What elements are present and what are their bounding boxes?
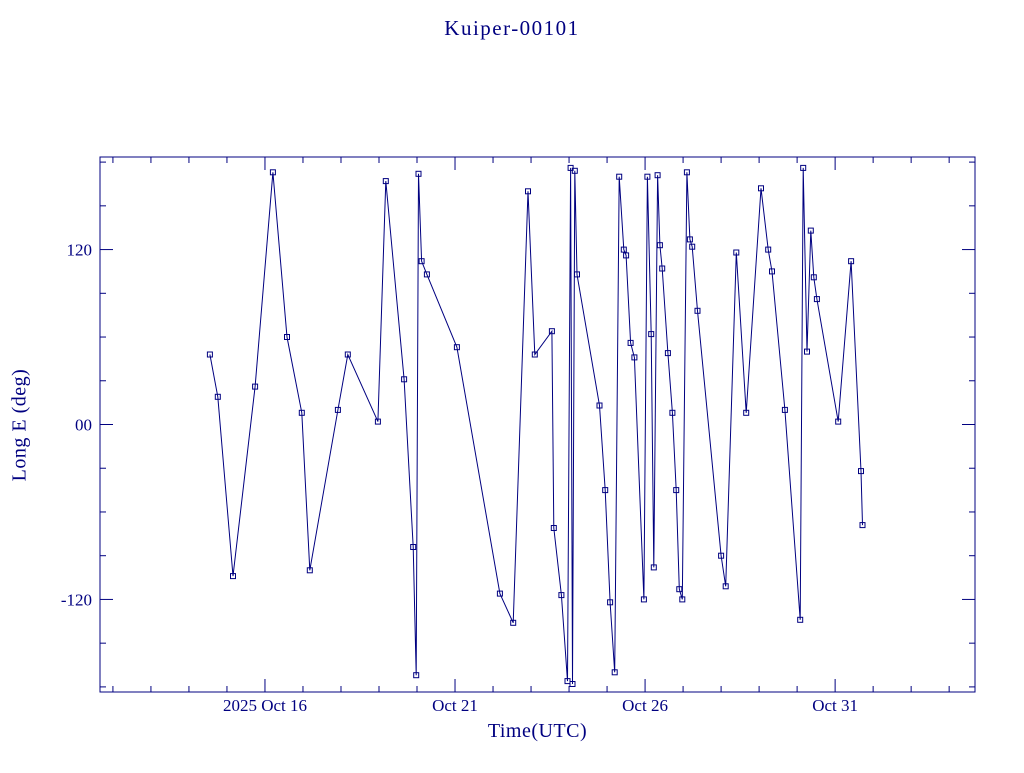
y-tick-label: 00 [75,416,92,435]
x-tick-label: Oct 31 [812,696,858,715]
data-point [664,350,671,357]
data-point [797,616,804,623]
data-point [401,376,408,383]
y-axis-label: Long E (deg) [8,368,31,482]
data-point [804,348,810,355]
data-point [510,619,517,626]
data-point [669,409,676,416]
data-point [648,331,655,338]
data-point [781,406,788,413]
data-point [415,170,422,177]
plot-frame [99,156,976,693]
data-point [574,271,580,278]
data-point [306,567,313,574]
data-point [423,271,430,278]
data-point [206,351,213,358]
x-tick-label: Oct 26 [622,696,668,715]
data-point [531,351,538,358]
data-point [673,487,680,494]
data-point [413,672,420,679]
data-point [683,169,690,176]
data-point [558,592,565,599]
data-point [550,525,557,531]
data-point [602,487,609,494]
data-point [858,468,864,475]
data-point [623,252,630,259]
x-tick-label: 2025 Oct 16 [223,696,307,715]
data-point [627,339,634,346]
data-point [418,258,425,265]
data-point [676,586,683,593]
data-point [689,243,696,250]
data-point [800,164,807,171]
data-point [765,246,772,253]
data-point [644,173,651,180]
data-point [743,409,750,416]
data-point [807,227,814,234]
data-point [640,596,647,603]
data-point [620,246,627,253]
data-point [374,418,381,425]
data-series [206,164,866,687]
y-tick-label: 120 [67,241,93,260]
x-axis-label: Time(UTC) [487,720,588,742]
data-point [453,344,460,351]
data-point [758,185,764,192]
data-point [722,583,729,590]
data-point [569,681,576,687]
data-point [548,328,555,335]
data-point [859,522,866,529]
data-point [686,236,693,243]
data-point [769,268,775,275]
data-point [214,393,221,400]
data-point [694,307,701,314]
data-point [607,599,614,606]
y-tick-label: -120 [61,590,92,609]
data-point [596,402,603,409]
axis-ticks [100,157,975,692]
data-point [616,173,623,180]
data-point [810,274,817,281]
data-point [650,564,657,571]
data-point [659,265,666,272]
data-point [733,249,740,256]
data-point [525,188,531,195]
data-point [656,242,663,249]
data-point [284,334,290,340]
data-point [382,178,389,185]
data-point [611,669,618,676]
data-point [230,573,236,580]
data-point [252,383,259,390]
data-point [344,351,351,358]
data-point [848,258,855,265]
tick-labels: 2025 Oct 16 Oct 21 Oct 26 Oct 31 -120 00 120 [61,241,858,715]
data-point [410,544,417,550]
data-point [334,406,341,413]
data-point [718,552,725,559]
data-point [813,296,820,303]
data-point [679,596,686,603]
data-point [571,167,578,174]
data-point [269,169,276,176]
chart-title: Kuiper-00101 [444,16,580,40]
data-point [298,409,305,416]
data-point [496,590,503,597]
data-point [654,172,661,179]
x-tick-label: Oct 21 [432,696,478,715]
data-point [835,418,842,425]
data-line [209,167,863,685]
data-point [631,354,638,361]
